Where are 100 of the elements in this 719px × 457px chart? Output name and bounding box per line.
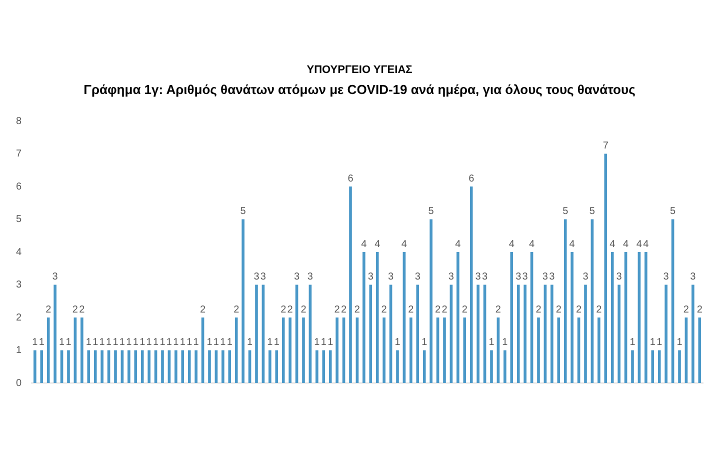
bar — [610, 252, 614, 383]
bar — [410, 318, 412, 383]
bar — [557, 318, 560, 383]
data-label: 4 — [569, 238, 576, 250]
data-label: 2 — [696, 304, 703, 316]
data-label: 3 — [542, 272, 548, 282]
data-label: 1 — [86, 337, 92, 348]
data-label: 4 — [361, 238, 368, 250]
bar — [234, 318, 238, 383]
y-tick-label: 8 — [16, 116, 22, 127]
bar — [369, 284, 372, 383]
bar — [376, 252, 379, 383]
bar — [678, 350, 681, 383]
bar — [382, 318, 386, 383]
data-label: 4 — [636, 238, 642, 250]
bar — [140, 350, 144, 383]
data-label: 1 — [92, 337, 99, 348]
data-label: 1 — [38, 337, 45, 348]
data-label: 1 — [220, 337, 226, 348]
bar — [328, 350, 332, 383]
data-label: 2 — [300, 304, 307, 316]
bar — [46, 318, 50, 383]
data-label: 2 — [234, 304, 240, 316]
bar — [228, 350, 232, 383]
bar — [94, 350, 97, 383]
data-label: 1 — [193, 337, 200, 348]
bar — [302, 318, 305, 383]
data-label: 4 — [455, 238, 462, 250]
data-label: 2 — [556, 304, 562, 316]
data-label: 1 — [140, 337, 146, 348]
data-label: 2 — [341, 304, 347, 316]
y-tick-label: 0 — [16, 378, 22, 389]
data-label: 4 — [401, 238, 408, 250]
bar — [456, 252, 460, 383]
data-label: 1 — [488, 337, 495, 348]
bar — [430, 219, 432, 383]
bar — [34, 350, 36, 383]
bar — [631, 350, 634, 383]
data-label: 3 — [52, 272, 58, 282]
bar — [537, 318, 540, 383]
y-tick-label: 1 — [16, 345, 22, 356]
bar — [181, 350, 184, 383]
data-label: 3 — [549, 272, 556, 282]
bar — [275, 350, 278, 383]
data-label: 1 — [152, 337, 159, 348]
data-label: 2 — [280, 304, 287, 316]
data-label: 3 — [582, 272, 589, 282]
data-label: 2 — [442, 304, 448, 316]
bar — [476, 284, 480, 383]
bar — [255, 284, 258, 383]
data-label: 1 — [166, 337, 172, 348]
data-label: 6 — [348, 173, 354, 184]
data-label: 3 — [663, 272, 670, 282]
bar — [490, 350, 493, 383]
bar — [148, 350, 150, 383]
data-label: 2 — [536, 304, 542, 316]
data-label: 3 — [448, 272, 454, 282]
bar — [134, 350, 138, 383]
data-label: 1 — [99, 337, 106, 348]
data-label: 2 — [576, 304, 582, 316]
data-label: 2 — [287, 304, 294, 316]
bar — [644, 252, 648, 383]
data-label: 5 — [562, 206, 569, 217]
bar — [416, 284, 420, 383]
y-tick-label: 2 — [16, 312, 22, 324]
y-tick-label: 3 — [16, 280, 22, 290]
data-label: 4 — [529, 238, 535, 250]
data-label: 1 — [180, 337, 186, 348]
bar — [288, 318, 292, 383]
data-label: 1 — [132, 337, 139, 348]
data-label: 2 — [334, 304, 340, 316]
bar — [651, 350, 654, 383]
bar — [174, 350, 178, 383]
bar — [570, 252, 574, 383]
bar — [698, 318, 702, 383]
data-label: 2 — [381, 304, 388, 316]
data-label: 1 — [119, 337, 126, 348]
data-label: 1 — [160, 337, 166, 348]
data-label: 3 — [254, 272, 260, 282]
bar — [114, 350, 117, 383]
text: ΥΠΟΥΡΓΕΙΟ ΥΓΕΙΑΣ — [306, 64, 414, 76]
data-label: 1 — [213, 337, 220, 348]
data-label: 2 — [79, 304, 86, 316]
data-label: 2 — [435, 304, 441, 316]
data-label: 2 — [495, 304, 502, 316]
bar — [282, 318, 285, 383]
bar — [100, 350, 104, 383]
bar — [128, 350, 130, 383]
data-label: 4 — [643, 238, 650, 250]
y-tick-label: 6 — [16, 181, 22, 192]
bar — [222, 350, 224, 383]
data-label: 3 — [690, 272, 696, 282]
data-label: 1 — [314, 337, 320, 348]
data-label: 3 — [616, 272, 622, 282]
data-label: 4 — [623, 238, 630, 250]
bar — [604, 154, 608, 383]
bar — [524, 284, 526, 383]
data-label: 3 — [414, 272, 421, 282]
data-label: 1 — [502, 337, 508, 348]
bar — [40, 350, 44, 383]
